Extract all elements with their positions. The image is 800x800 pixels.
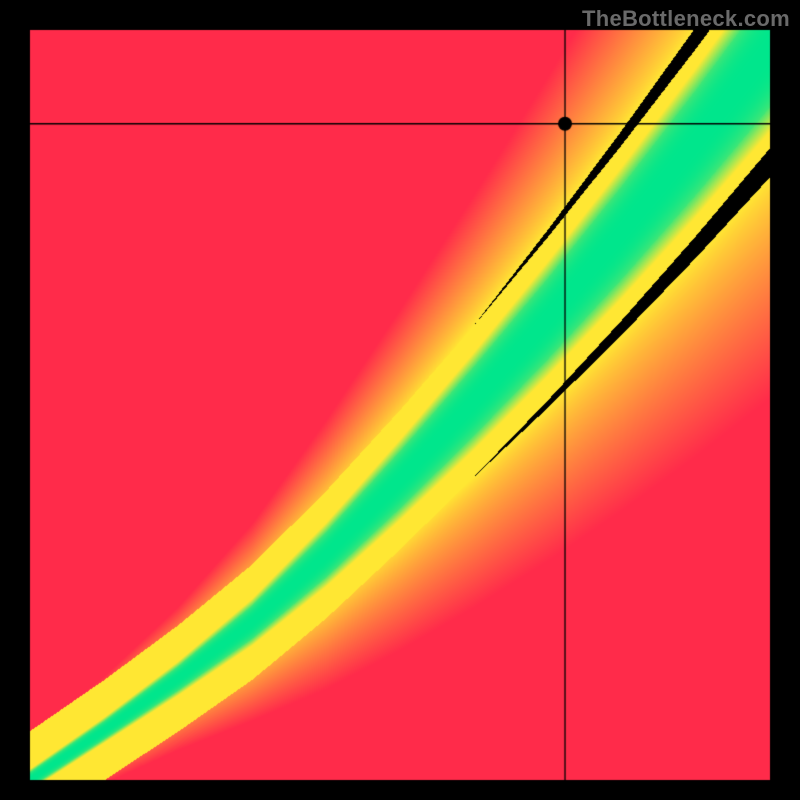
chart-container: TheBottleneck.com — [0, 0, 800, 800]
brand-watermark: TheBottleneck.com — [582, 6, 790, 32]
bottleneck-heatmap — [0, 0, 800, 800]
